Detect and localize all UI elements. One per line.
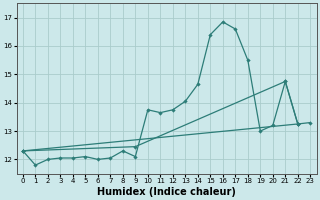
X-axis label: Humidex (Indice chaleur): Humidex (Indice chaleur) <box>97 187 236 197</box>
